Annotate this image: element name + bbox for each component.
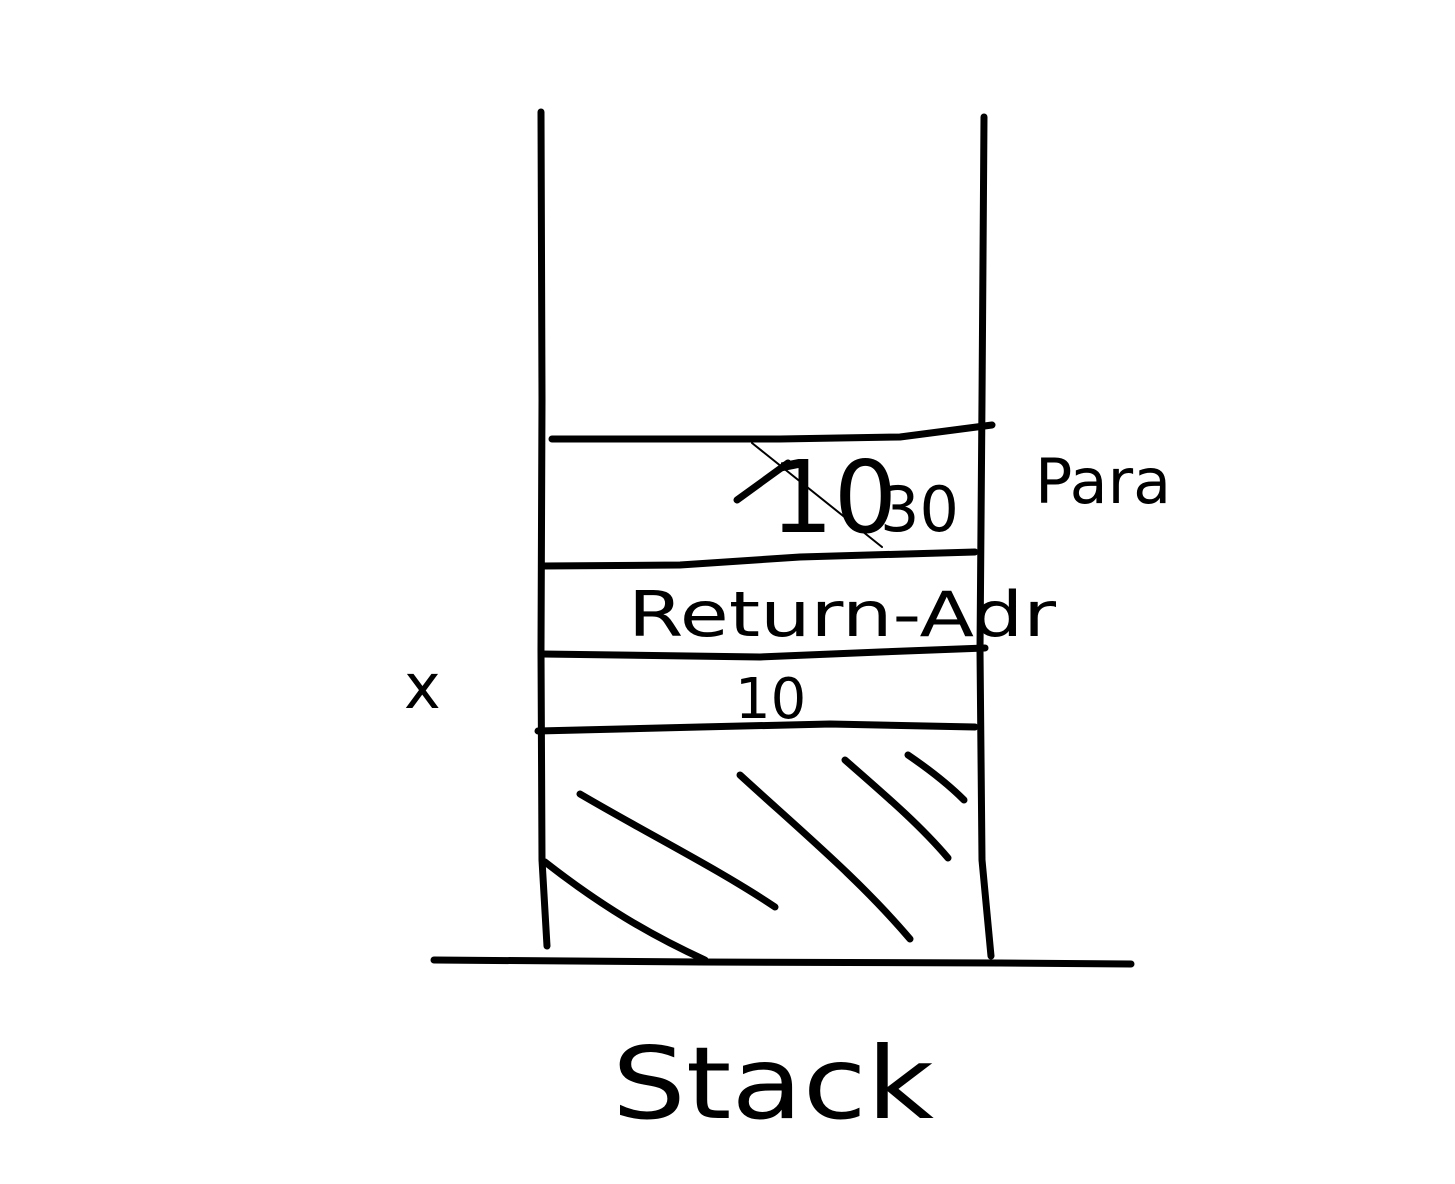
diagram-title: Stack (612, 1025, 934, 1142)
stack-floor (430, 956, 1135, 968)
param-old-value: 10 (770, 439, 897, 556)
local-x-side-label: x (404, 650, 441, 723)
param-old-value-tick (733, 459, 792, 504)
return-address-label: Return-Adr (628, 578, 1057, 651)
param-new-value: 30 (880, 473, 959, 546)
slot-divider-param-bottom (538, 548, 979, 570)
local-x-value: 10 (735, 667, 806, 732)
stack-left-wall (537, 108, 551, 950)
slot-divider-return-bottom (538, 644, 989, 661)
slot-divider-top (548, 421, 996, 443)
param-strikethrough (751, 442, 883, 548)
stack-right-wall (976, 113, 995, 960)
param-side-label: Para (1035, 445, 1171, 518)
occupied-region-hatching (541, 751, 968, 964)
slot-divider-local-bottom (534, 720, 979, 735)
